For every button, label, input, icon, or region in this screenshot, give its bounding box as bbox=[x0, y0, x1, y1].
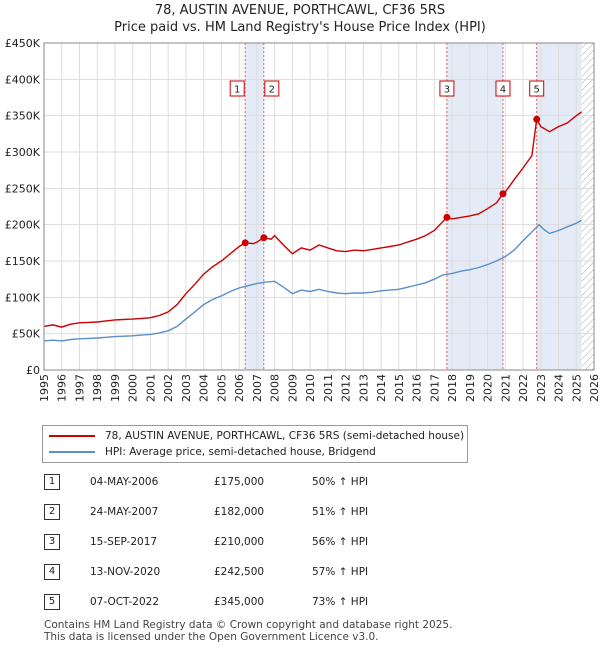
sale-label: 4 bbox=[500, 85, 506, 96]
x-tick-label: 2008 bbox=[269, 374, 282, 402]
transaction-hpi: 50% ↑ HPI bbox=[312, 476, 369, 488]
footer-line-copyright: Contains HM Land Registry data © Crown c… bbox=[44, 619, 453, 631]
series-line-hpi bbox=[43, 219, 582, 342]
transaction-hpi: 57% ↑ HPI bbox=[312, 566, 369, 578]
shaded-period bbox=[536, 43, 582, 370]
x-tick-label: 1997 bbox=[73, 374, 86, 402]
x-tick-label: 2018 bbox=[446, 374, 459, 402]
transaction-date: 04-MAY-2006 bbox=[90, 476, 159, 488]
transaction-price: £210,000 bbox=[214, 536, 265, 548]
x-tick-label: 2007 bbox=[251, 374, 264, 402]
x-tick-label: 2003 bbox=[180, 374, 193, 402]
price-chart: 1 2 3 4 5 £0 £50K £100K £150K £200K £250K £300K £350… bbox=[5, 37, 600, 402]
transaction-hpi: 51% ↑ HPI bbox=[312, 506, 369, 518]
y-tick-label: £200K bbox=[5, 219, 41, 232]
transaction-date: 15-SEP-2017 bbox=[90, 536, 158, 548]
sale-point bbox=[499, 190, 507, 198]
x-tick-label: 2015 bbox=[393, 374, 406, 402]
x-tick-label: 2025 bbox=[570, 374, 583, 402]
y-tick-label: £450K bbox=[5, 37, 41, 50]
x-tick-label: 2022 bbox=[517, 374, 530, 402]
transaction-date: 07-OCT-2022 bbox=[90, 596, 159, 608]
plot-area bbox=[44, 43, 594, 370]
transaction-number: 2 bbox=[44, 504, 60, 520]
sale-point bbox=[260, 234, 268, 242]
x-tick-label: 2012 bbox=[340, 374, 353, 402]
sale-label: 1 bbox=[234, 85, 240, 96]
y-tick-label: £100K bbox=[5, 291, 41, 304]
legend-swatch-hpi bbox=[49, 451, 95, 453]
sale-label-box bbox=[439, 80, 455, 97]
sale-label: 3 bbox=[444, 85, 450, 96]
transaction-price: £182,000 bbox=[214, 506, 265, 518]
x-tick-label: 2002 bbox=[162, 374, 175, 402]
sale-label: 5 bbox=[534, 85, 540, 96]
shaded-period bbox=[245, 43, 264, 370]
transaction-price: £345,000 bbox=[214, 596, 265, 608]
transaction-price: £175,000 bbox=[214, 476, 265, 488]
footer-line-licence: This data is licensed under the Open Gov… bbox=[44, 631, 379, 643]
sale-point bbox=[443, 213, 451, 221]
y-tick-label: £150K bbox=[5, 255, 41, 268]
y-tick-label: £400K bbox=[5, 73, 41, 86]
sale-label: 2 bbox=[269, 85, 275, 96]
legend-item-hpi: HPI: Average price, semi-detached house,… bbox=[49, 444, 376, 460]
legend: 78, AUSTIN AVENUE, PORTHCAWL, CF36 5RS (… bbox=[42, 425, 468, 463]
x-tick-label: 2020 bbox=[482, 374, 495, 402]
transaction-number: 1 bbox=[44, 474, 60, 490]
transaction-hpi: 56% ↑ HPI bbox=[312, 536, 369, 548]
x-tick-label: 2006 bbox=[233, 374, 246, 402]
sale-label-box bbox=[229, 80, 245, 97]
x-tick-label: 1998 bbox=[91, 374, 104, 402]
forecast-hatch bbox=[581, 43, 594, 370]
y-tick-label: £250K bbox=[5, 182, 41, 195]
sale-label-box bbox=[529, 80, 545, 97]
transaction-date: 13-NOV-2020 bbox=[90, 566, 161, 578]
legend-item-property: 78, AUSTIN AVENUE, PORTHCAWL, CF36 5RS (… bbox=[49, 428, 464, 444]
chart-subtitle: Price paid vs. HM Land Registry's House … bbox=[114, 20, 486, 35]
x-tick-label: 1995 bbox=[38, 374, 51, 402]
x-tick-label: 2019 bbox=[464, 374, 477, 402]
x-tick-label: 2000 bbox=[127, 374, 140, 402]
x-tick-label: 2026 bbox=[588, 374, 600, 402]
x-tick-label: 2005 bbox=[215, 374, 228, 402]
transaction-number: 4 bbox=[44, 564, 60, 580]
y-tick-label: £0 bbox=[26, 364, 40, 377]
legend-label-hpi: HPI: Average price, semi-detached house,… bbox=[105, 446, 376, 458]
x-tick-label: 2010 bbox=[304, 374, 317, 402]
x-tick-label: 2024 bbox=[553, 374, 566, 402]
y-tick-label: £300K bbox=[5, 146, 41, 159]
x-tick-label: 2016 bbox=[411, 374, 424, 402]
x-tick-label: 2011 bbox=[322, 374, 335, 402]
sale-label-box bbox=[495, 80, 511, 97]
legend-swatch-property bbox=[49, 435, 95, 437]
plot-frame bbox=[43, 42, 595, 371]
x-tick-label: 2004 bbox=[198, 374, 211, 402]
x-tick-label: 2009 bbox=[286, 374, 299, 402]
legend-label-property: 78, AUSTIN AVENUE, PORTHCAWL, CF36 5RS (… bbox=[105, 430, 465, 442]
sale-point bbox=[241, 239, 249, 247]
shaded-period bbox=[446, 43, 503, 370]
transaction-number: 3 bbox=[44, 534, 60, 550]
footer-attribution: Contains HM Land Registry data © Crown c… bbox=[44, 619, 452, 643]
chart-title: 78, AUSTIN AVENUE, PORTHCAWL, CF36 5RS bbox=[154, 3, 446, 18]
x-tick-label: 2001 bbox=[144, 374, 157, 402]
x-tick-label: 1996 bbox=[56, 374, 69, 402]
transaction-price: £242,500 bbox=[214, 566, 265, 578]
y-tick-label: £350K bbox=[5, 110, 41, 123]
x-tick-label: 2021 bbox=[499, 374, 512, 402]
sale-point bbox=[533, 115, 541, 123]
transaction-date: 24-MAY-2007 bbox=[90, 506, 159, 518]
x-tick-label: 2023 bbox=[535, 374, 548, 402]
x-tick-label: 2014 bbox=[375, 374, 388, 402]
y-tick-label: £50K bbox=[12, 328, 41, 341]
x-tick-label: 1999 bbox=[109, 374, 122, 402]
transaction-hpi: 73% ↑ HPI bbox=[312, 596, 369, 608]
sale-label-box bbox=[264, 80, 280, 97]
x-tick-label: 2017 bbox=[428, 374, 441, 402]
transaction-number: 5 bbox=[44, 594, 60, 610]
x-tick-label: 2013 bbox=[357, 374, 370, 402]
